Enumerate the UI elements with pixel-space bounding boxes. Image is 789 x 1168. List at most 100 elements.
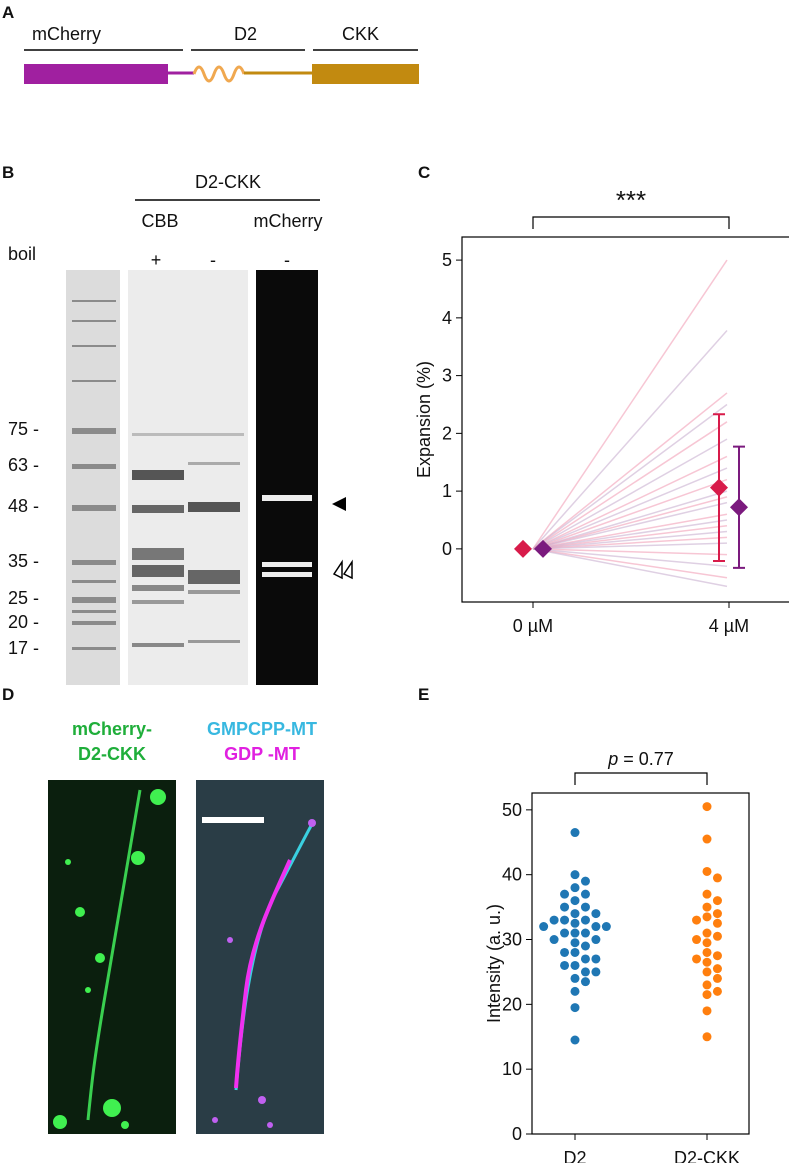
p-value: = 0.77 [623,749,674,769]
data-point [570,909,580,919]
y-tick-label: 20 [502,994,522,1014]
x-tick-label: 0 µM [513,616,553,636]
individual-trace [532,392,728,550]
data-point [570,1035,580,1045]
gel-band [72,610,116,613]
data-point [560,960,570,970]
row-label: boil [8,244,36,264]
data-point [580,967,590,977]
data-point [702,967,712,977]
gel-band [72,320,116,322]
gel-band [188,640,240,643]
individual-trace [532,525,728,550]
arrowhead [332,497,346,511]
individual-trace [532,548,728,588]
data-point [712,973,722,983]
x-tick-label: D2-CKK [674,1148,740,1163]
individual-trace [532,536,728,550]
gel-band [72,464,116,469]
data-point [712,909,722,919]
stain-label: mCherry [253,211,322,231]
data-point [591,967,601,977]
y-tick-label: 10 [502,1059,522,1079]
mean-marker [730,498,748,517]
panel-letter: C [418,163,430,182]
significance-bracket [532,216,730,229]
ckk-domain [312,64,419,84]
data-point [591,909,601,919]
stain-label: CBB [141,211,178,231]
gel-band [72,597,116,603]
x-tick-label: D2 [563,1148,586,1163]
individual-trace [532,478,728,550]
data-point [580,977,590,987]
data-point [560,915,570,925]
y-tick-label: 0 [512,1124,522,1144]
fluor-band [262,495,312,501]
fluor-band [262,562,312,567]
panel-letter: A [2,3,14,22]
data-point [702,938,712,948]
gel-band [132,643,184,647]
panel-letter: D [2,685,14,704]
data-point [702,928,712,938]
data-point [712,951,722,961]
data-point [560,889,570,899]
y-tick-label: 50 [502,800,522,820]
data-point [539,922,549,932]
data-point [570,828,580,838]
data-point [570,938,580,948]
y-tick-label: 3 [442,366,452,386]
significance-label: *** [616,185,646,215]
individual-trace [532,542,728,550]
data-point [712,964,722,974]
data-point [712,931,722,941]
microtubule-lattice [234,859,292,1089]
gel-band [132,548,184,560]
data-point [580,876,590,886]
individual-trace [532,330,728,550]
y-tick-label: 0 [442,539,452,559]
marker-label: 48 - [8,496,39,516]
data-point [580,928,590,938]
data-point [702,802,712,812]
data-point [702,889,712,899]
marker-label: 35 - [8,551,39,571]
data-point [702,1032,712,1042]
y-tick-label: 40 [502,865,522,885]
data-point [712,873,722,883]
mean-marker [534,539,552,558]
data-point [570,870,580,880]
marker-label: 75 - [8,419,39,439]
data-point [702,957,712,967]
individual-trace [532,548,728,567]
data-point [692,915,702,925]
marker-labels: 75 - 63 - 48 - 35 - 25 - 20 - 17 - [8,419,39,658]
y-tick-label: 30 [502,930,522,950]
gel-bands [72,300,312,650]
image-label: D2-CKK [78,744,146,764]
individual-trace [532,548,728,579]
data-point [712,986,722,996]
individual-trace [532,438,728,550]
data-point [702,866,712,876]
open-arrowheads [332,559,353,580]
individual-trace [532,519,728,550]
construct-label: D2-CKK [195,172,261,192]
individual-trace [532,496,728,550]
mean-marker [710,478,728,497]
mcherry-domain [24,64,168,84]
y-tick-label: 1 [442,481,452,501]
gel-band [132,470,184,480]
domain-label: mCherry [32,24,101,44]
gel-marker-lane [66,270,120,685]
data-point [702,980,712,990]
y-axis-label: Intensity (a. u.) [484,904,504,1023]
individual-trace [532,530,728,550]
individual-trace [532,421,728,550]
individual-trace [532,455,728,550]
helix [192,65,246,83]
data-point [712,896,722,906]
gel-band [132,565,184,577]
